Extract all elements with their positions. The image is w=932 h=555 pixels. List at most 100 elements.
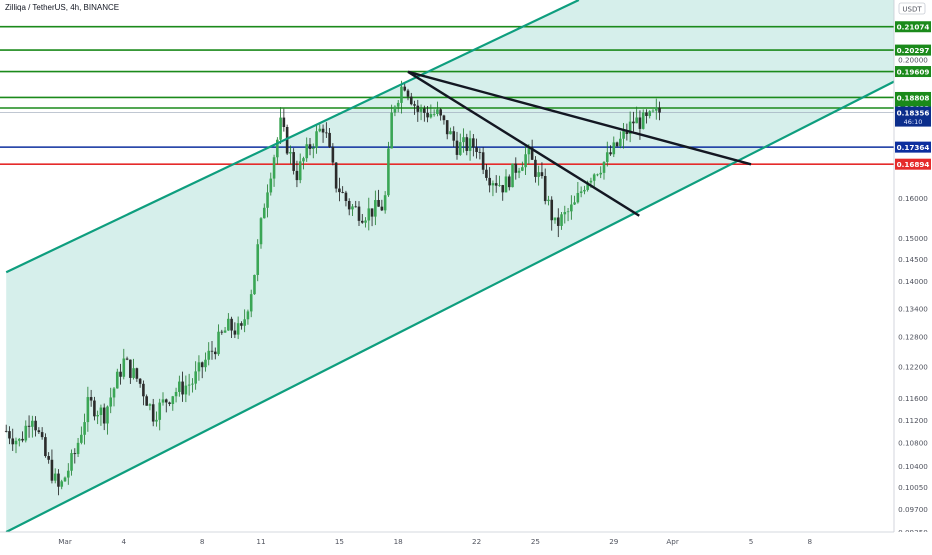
candle-body: [269, 178, 273, 193]
candle-body: [60, 481, 64, 487]
candle: [452, 126, 456, 147]
candle: [485, 163, 488, 181]
candle: [367, 197, 371, 231]
candle-body: [240, 323, 243, 326]
candle-body: [276, 139, 279, 158]
trendline-channel-upper[interactable]: [5, 0, 580, 274]
candle: [233, 322, 237, 339]
candle-body: [560, 214, 563, 226]
candle: [102, 403, 106, 431]
candle-body: [475, 147, 478, 153]
candle: [563, 205, 567, 224]
candle-body: [514, 163, 518, 173]
candle-body: [285, 126, 289, 154]
candle: [197, 355, 201, 381]
candle: [191, 378, 194, 393]
candle: [514, 157, 518, 180]
candle-body: [583, 189, 586, 192]
candle-body: [442, 115, 446, 121]
candle: [364, 217, 367, 228]
time-tick-label: 8: [200, 537, 205, 546]
candle: [142, 380, 145, 406]
candle-body: [236, 323, 240, 335]
currency-badge[interactable]: USDT: [898, 2, 926, 15]
level-tag-box: [895, 44, 931, 56]
candle: [112, 387, 116, 407]
candle: [24, 420, 28, 443]
trendline-resistance-long[interactable]: [407, 70, 752, 166]
candle-body: [517, 170, 521, 173]
candle: [236, 316, 240, 340]
candle: [334, 162, 338, 193]
candle-body: [73, 453, 77, 455]
time-axis[interactable]: Mar 4 8 11 15 18 22 25 29 Apr 5 8: [0, 531, 932, 550]
candle-body: [543, 176, 547, 202]
candle-body: [174, 391, 178, 397]
candle-body: [204, 359, 207, 368]
candle: [184, 375, 188, 403]
candle: [89, 389, 93, 407]
price-axis[interactable]: 0.20000 0.16000 0.15000 0.14500 0.14000 0.134…: [893, 0, 932, 550]
candle-body: [576, 192, 580, 203]
candle: [230, 316, 233, 338]
candle: [93, 396, 96, 421]
candle: [583, 185, 586, 195]
candle-body: [547, 199, 550, 202]
candle: [344, 190, 348, 207]
candle-body: [413, 104, 416, 106]
candle: [73, 448, 77, 464]
level-tag-box: [895, 21, 931, 33]
candle: [138, 378, 142, 388]
candle: [83, 413, 86, 445]
candle: [547, 195, 550, 206]
level-tag: 0.20297: [895, 44, 931, 56]
candle-body: [148, 404, 152, 406]
candle-body: [253, 274, 256, 295]
candle: [187, 373, 191, 396]
candle-body: [439, 109, 442, 116]
time-tick-label: 11: [256, 537, 265, 546]
candle-body: [315, 131, 318, 148]
trendline-resistance-short[interactable]: [407, 70, 640, 217]
candle-body: [589, 180, 593, 183]
candle: [370, 208, 374, 227]
candle: [599, 166, 603, 179]
candle-body: [602, 161, 606, 173]
candle: [99, 404, 103, 426]
candle: [70, 449, 73, 476]
candle-body: [57, 473, 60, 487]
candle: [259, 217, 263, 249]
price-tick-label: 0.15000: [898, 234, 928, 243]
candle-body: [452, 131, 456, 141]
candle-body: [115, 371, 119, 389]
candle-body: [419, 108, 423, 112]
price-tick-label: 0.20000: [898, 55, 928, 64]
candle-body: [210, 350, 214, 352]
countdown-label: 46:10: [904, 118, 923, 126]
currency-badge-box: [898, 2, 926, 15]
candle-body: [429, 114, 433, 118]
candle-body: [360, 220, 364, 223]
candle-body: [262, 207, 266, 219]
candle-body: [570, 204, 573, 212]
candle: [295, 160, 299, 188]
candle: [413, 100, 416, 115]
price-tick-label: 0.13400: [898, 304, 928, 313]
candle-body: [423, 108, 426, 113]
candle: [442, 114, 446, 125]
candle-body: [465, 137, 469, 151]
candle: [436, 101, 439, 117]
candle-body: [344, 192, 348, 201]
trendline-channel-lower[interactable]: [5, 75, 905, 533]
candle: [174, 387, 178, 403]
candle-body: [132, 368, 135, 378]
candle-body: [527, 147, 531, 155]
candle: [387, 141, 390, 197]
trendlines[interactable]: [5, 0, 905, 533]
candle-body: [119, 371, 122, 377]
candle: [654, 98, 658, 120]
level-tag: 0.16894: [895, 158, 931, 170]
candle-body: [24, 425, 28, 441]
